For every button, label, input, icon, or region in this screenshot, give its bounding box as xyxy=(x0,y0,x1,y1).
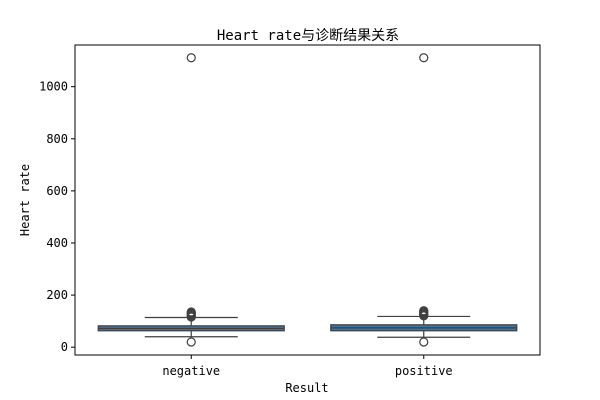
outlier-point xyxy=(419,337,429,347)
x-axis-label: Result xyxy=(285,381,328,395)
outlier-point xyxy=(419,53,429,63)
y-tick-label: 1000 xyxy=(39,80,68,94)
plot-area xyxy=(74,44,541,356)
y-tick-label: 800 xyxy=(46,132,68,146)
box-positive xyxy=(330,53,518,347)
x-axis: negative positive xyxy=(162,355,453,378)
outlier-point xyxy=(186,53,196,63)
outlier-point xyxy=(419,306,429,316)
y-tick-label: 0 xyxy=(61,340,68,354)
x-tick-label: negative xyxy=(162,364,220,378)
outlier-point xyxy=(186,307,196,317)
y-axis: 0 200 400 600 800 1000 xyxy=(39,80,75,354)
y-tick-label: 400 xyxy=(46,236,68,250)
boxes xyxy=(97,53,518,347)
y-axis-label: Heart rate xyxy=(18,164,32,236)
box-negative xyxy=(97,53,285,347)
x-tick-label: positive xyxy=(395,364,453,378)
y-tick-label: 200 xyxy=(46,288,68,302)
chart-title: Heart rate与诊断结果关系 xyxy=(217,28,399,44)
y-tick-label: 600 xyxy=(46,184,68,198)
outlier-point xyxy=(186,337,196,347)
